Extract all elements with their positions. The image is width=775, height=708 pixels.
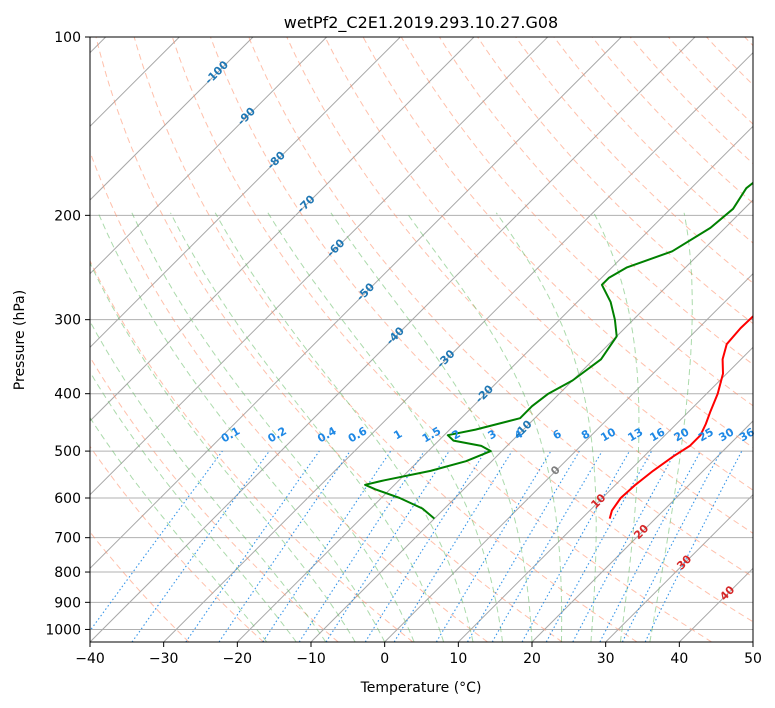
x-tick-label: 30 <box>597 651 615 667</box>
moist-adiabat-line <box>90 261 356 642</box>
y-tick-label: 400 <box>54 387 81 403</box>
y-tick-label: 700 <box>54 531 81 547</box>
isotherm-line <box>90 37 622 570</box>
mixing-ratio-line <box>90 450 223 632</box>
dry-adiabat-line <box>629 37 753 165</box>
moist-adiabat-line <box>330 212 533 642</box>
y-tick-label: 100 <box>54 30 81 46</box>
mixing-ratio-line <box>435 450 552 642</box>
chart-title: wetPf2_C2E1.2019.293.10.27.G08 <box>284 13 558 33</box>
x-tick-label: −30 <box>149 651 179 667</box>
dry-adiabat-line <box>477 37 753 325</box>
isotherm-line <box>90 37 475 422</box>
x-tick-label: 0 <box>380 651 389 667</box>
mixing-ratio-line <box>545 450 653 642</box>
dewpoint-profile-line <box>364 181 753 520</box>
mixing-ratio-line <box>364 450 486 642</box>
dry-adiabat-line <box>133 37 638 642</box>
dry-adiabat-line <box>171 37 712 642</box>
isotherm-line <box>90 37 401 349</box>
dry-adiabat-line <box>90 259 414 642</box>
isotherm-line <box>90 37 328 275</box>
mixing-ratio-line <box>185 450 320 642</box>
x-tick-label: 40 <box>670 651 688 667</box>
y-tick-label: 300 <box>54 313 81 329</box>
dry-adiabat-line <box>95 37 563 642</box>
isotherm-line <box>90 37 549 496</box>
mixing-ratio-line <box>393 450 513 642</box>
moist-adiabat-line <box>267 212 503 642</box>
isotherm-line <box>605 493 753 642</box>
moist-adiabat-line <box>90 416 268 642</box>
dry-adiabat-line <box>90 445 264 642</box>
plot-area <box>90 37 753 642</box>
moist-adiabat-line <box>649 212 693 642</box>
plot-frame <box>89 36 754 643</box>
moist-adiabat-line <box>495 212 597 642</box>
mixing-ratio-line <box>521 450 630 642</box>
y-tick-label: 800 <box>54 565 81 581</box>
x-tick-label: 50 <box>744 651 762 667</box>
mixing-ratio-line <box>467 450 580 642</box>
temperature-profile-line <box>608 314 753 519</box>
y-tick-label: 900 <box>54 595 81 611</box>
x-axis-title: Temperature (°C) <box>360 680 482 696</box>
moist-adiabat-line <box>170 212 445 642</box>
moist-adiabat-line <box>593 212 640 642</box>
moist-adiabat-line <box>90 371 297 642</box>
y-tick-label: 600 <box>54 491 81 507</box>
mixing-ratio-line <box>325 450 450 642</box>
axes: −40 −30 −20 −10 0 10 20 30 40 50 100 200 300 400 500 60… <box>45 30 762 667</box>
isotherm-line <box>163 51 753 642</box>
mixing-ratio-line <box>572 450 677 642</box>
moist-adiabat-line <box>97 212 386 642</box>
x-tick-label: −20 <box>223 651 253 667</box>
moist-adiabat-line <box>406 212 563 642</box>
mixing-ratio-line <box>491 450 603 642</box>
isotherm-line <box>90 37 254 201</box>
dry-adiabat-line <box>324 37 753 491</box>
isotherm-line <box>236 125 753 642</box>
y-tick-label: 1000 <box>45 622 81 638</box>
moist-adiabat-line <box>131 212 415 642</box>
y-tick-label: 200 <box>54 208 81 224</box>
isotherm-line <box>90 37 696 642</box>
y-tick-label: 500 <box>54 444 81 460</box>
dry-adiabat-line <box>210 37 753 623</box>
isotherm-line <box>531 420 753 642</box>
dry-adiabat-line <box>591 37 753 204</box>
moist-adiabat-line <box>90 320 327 642</box>
dry-adiabat-line <box>400 37 753 407</box>
mixing-ratio-line <box>131 450 270 642</box>
mixing-ratio-line <box>218 450 351 642</box>
dry-adiabat-line <box>515 37 753 284</box>
dry-adiabat-line <box>248 37 753 578</box>
x-tick-label: −10 <box>296 651 326 667</box>
isotherm-line <box>384 272 753 642</box>
x-tick-label: −40 <box>75 651 105 667</box>
x-tick-label: 10 <box>449 651 467 667</box>
x-tick-label: 20 <box>523 651 541 667</box>
y-axis-title: Pressure (hPa) <box>12 290 28 390</box>
isotherm-line <box>457 346 753 642</box>
